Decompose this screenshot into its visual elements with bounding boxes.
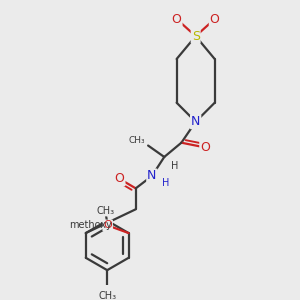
- Text: N: N: [147, 169, 157, 182]
- Text: CH₃: CH₃: [98, 291, 116, 300]
- Text: O: O: [115, 172, 124, 185]
- Text: N: N: [191, 115, 200, 128]
- Text: H: H: [171, 161, 178, 172]
- Text: O: O: [172, 13, 182, 26]
- Text: H: H: [162, 178, 170, 188]
- Text: O: O: [210, 13, 220, 26]
- Text: O: O: [200, 141, 210, 154]
- Text: methoxy: methoxy: [69, 220, 112, 230]
- Text: S: S: [192, 30, 200, 43]
- Text: CH₃: CH₃: [128, 136, 145, 145]
- Text: CH₃: CH₃: [97, 206, 115, 216]
- Text: O: O: [103, 220, 112, 230]
